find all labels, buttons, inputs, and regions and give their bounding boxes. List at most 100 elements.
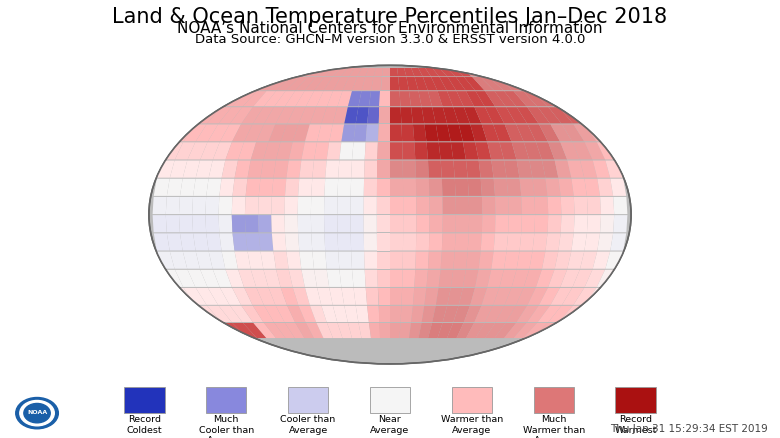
Polygon shape	[166, 215, 180, 232]
Polygon shape	[251, 68, 277, 76]
Polygon shape	[222, 91, 247, 106]
Polygon shape	[481, 68, 504, 76]
Polygon shape	[264, 107, 285, 124]
Polygon shape	[519, 233, 534, 251]
Polygon shape	[442, 215, 456, 232]
Polygon shape	[357, 68, 369, 76]
Polygon shape	[569, 306, 596, 322]
Polygon shape	[446, 68, 463, 76]
Polygon shape	[232, 323, 257, 338]
Polygon shape	[448, 124, 463, 141]
Polygon shape	[377, 197, 390, 214]
Polygon shape	[456, 197, 469, 214]
Polygon shape	[339, 142, 353, 159]
Polygon shape	[206, 233, 222, 251]
Polygon shape	[494, 233, 508, 251]
Polygon shape	[510, 68, 537, 76]
Polygon shape	[366, 68, 376, 76]
Polygon shape	[403, 197, 417, 214]
Polygon shape	[536, 270, 555, 287]
Polygon shape	[390, 233, 403, 251]
Polygon shape	[268, 124, 287, 141]
Polygon shape	[448, 288, 463, 305]
Text: Land & Ocean Temperature Percentiles Jan–Dec 2018: Land & Ocean Temperature Percentiles Jan…	[112, 7, 668, 27]
Polygon shape	[324, 215, 338, 232]
Polygon shape	[243, 323, 267, 338]
Polygon shape	[432, 107, 447, 124]
Polygon shape	[416, 233, 429, 251]
Polygon shape	[559, 306, 584, 322]
Polygon shape	[422, 306, 436, 322]
Polygon shape	[516, 251, 533, 269]
Polygon shape	[312, 251, 327, 269]
Polygon shape	[533, 179, 548, 196]
Polygon shape	[364, 160, 378, 178]
Polygon shape	[311, 197, 324, 214]
Polygon shape	[286, 251, 301, 269]
Polygon shape	[352, 142, 366, 159]
Polygon shape	[522, 77, 551, 90]
Polygon shape	[341, 68, 355, 76]
Polygon shape	[264, 142, 281, 159]
Polygon shape	[533, 233, 548, 251]
Polygon shape	[211, 91, 238, 106]
Polygon shape	[225, 270, 244, 287]
Polygon shape	[572, 179, 587, 196]
Polygon shape	[432, 68, 447, 76]
Polygon shape	[402, 251, 416, 269]
Polygon shape	[545, 179, 561, 196]
Polygon shape	[218, 306, 242, 322]
Text: Cooler than
Average: Cooler than Average	[281, 415, 335, 434]
Polygon shape	[417, 197, 430, 214]
Polygon shape	[580, 251, 597, 269]
Polygon shape	[222, 160, 238, 178]
Polygon shape	[333, 68, 348, 76]
Polygon shape	[196, 306, 221, 322]
Polygon shape	[366, 124, 378, 141]
Polygon shape	[539, 288, 560, 305]
Polygon shape	[242, 107, 264, 124]
Polygon shape	[351, 160, 365, 178]
Polygon shape	[527, 306, 550, 322]
Polygon shape	[286, 160, 301, 178]
Polygon shape	[359, 323, 371, 338]
Polygon shape	[585, 142, 605, 159]
Polygon shape	[491, 160, 506, 178]
Polygon shape	[585, 270, 605, 287]
Polygon shape	[153, 215, 167, 232]
Polygon shape	[208, 288, 229, 305]
Polygon shape	[298, 179, 312, 196]
Polygon shape	[567, 251, 584, 269]
Polygon shape	[196, 107, 221, 124]
Polygon shape	[613, 197, 627, 214]
Polygon shape	[324, 233, 339, 251]
Polygon shape	[404, 68, 414, 76]
Polygon shape	[485, 91, 505, 106]
Polygon shape	[351, 179, 364, 196]
Polygon shape	[509, 197, 522, 214]
Polygon shape	[200, 270, 220, 287]
Polygon shape	[409, 91, 421, 106]
Polygon shape	[597, 142, 618, 159]
Polygon shape	[551, 91, 579, 106]
Polygon shape	[268, 68, 291, 76]
Polygon shape	[476, 91, 495, 106]
Polygon shape	[438, 91, 453, 106]
Polygon shape	[597, 179, 613, 196]
Polygon shape	[225, 142, 244, 159]
Polygon shape	[414, 270, 428, 287]
Polygon shape	[489, 77, 512, 90]
Polygon shape	[593, 160, 610, 178]
Polygon shape	[504, 91, 526, 106]
Polygon shape	[451, 270, 466, 287]
Polygon shape	[268, 77, 291, 90]
Polygon shape	[179, 215, 193, 232]
Polygon shape	[499, 142, 516, 159]
Polygon shape	[327, 270, 342, 287]
Polygon shape	[339, 251, 352, 269]
Polygon shape	[485, 107, 504, 124]
Polygon shape	[298, 233, 312, 251]
Polygon shape	[480, 77, 503, 90]
Polygon shape	[474, 68, 496, 76]
Polygon shape	[414, 142, 428, 159]
